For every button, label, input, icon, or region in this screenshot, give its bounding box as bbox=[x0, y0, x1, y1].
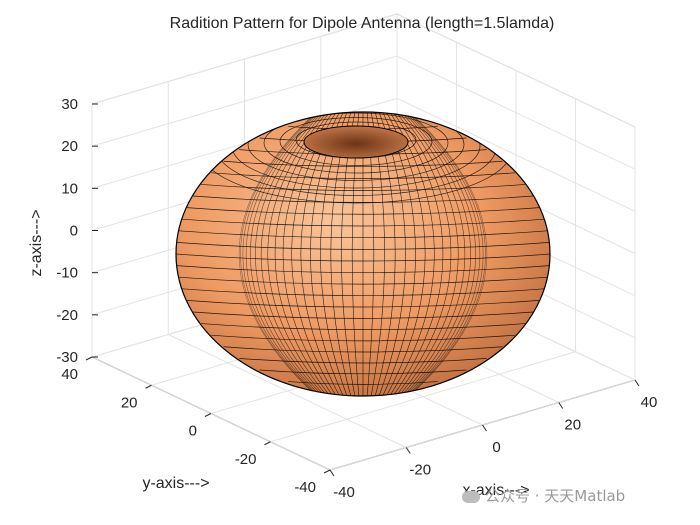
z-tick-label: 20 bbox=[61, 138, 78, 155]
x-tick-mark bbox=[634, 379, 640, 387]
surface-meridian-line bbox=[267, 112, 328, 396]
grid-line-y-floor bbox=[270, 351, 576, 443]
x-tick-label: -20 bbox=[409, 462, 431, 479]
z-tick-label: 0 bbox=[70, 223, 78, 240]
surface-top-ring bbox=[279, 117, 433, 166]
y-tick-mark bbox=[204, 413, 212, 417]
z-axis-label: z-axis---> bbox=[28, 209, 45, 276]
surface-meridian-line bbox=[398, 112, 459, 396]
z-tick-label: -30 bbox=[56, 349, 78, 366]
x-tick-mark bbox=[329, 469, 335, 477]
grid-line-z-wall-x bbox=[396, 97, 636, 212]
x-tick-mark bbox=[482, 424, 487, 432]
y-tick-mark bbox=[145, 384, 152, 389]
surface-meridian-line bbox=[255, 112, 323, 396]
y-tick-label: -20 bbox=[235, 451, 257, 468]
wechat-icon bbox=[462, 490, 480, 503]
antenna-radiation-surface bbox=[175, 111, 551, 397]
surface-meridian-line bbox=[401, 112, 465, 396]
x-tick-mark bbox=[558, 402, 564, 409]
y-tick-label: 0 bbox=[189, 423, 197, 440]
z-tick-label: 30 bbox=[61, 96, 78, 113]
grid-line-z-wall-y bbox=[91, 55, 398, 147]
watermark-text: 公众号 · 天天Matlab bbox=[485, 487, 626, 505]
grid-line-z-wall-x bbox=[396, 13, 636, 128]
surface-top-dimple bbox=[303, 125, 409, 159]
surface-mesh bbox=[176, 112, 550, 396]
y-axis-label: y-axis---> bbox=[142, 475, 209, 492]
surface-meridian-line bbox=[403, 112, 471, 396]
surface-top-ring bbox=[263, 112, 449, 174]
surface-top-ring bbox=[247, 112, 465, 181]
z-tick-label: -10 bbox=[56, 265, 78, 282]
surface-meridian-line bbox=[249, 112, 321, 396]
surface-meridian-line bbox=[392, 112, 444, 396]
surface-meridian-line bbox=[408, 112, 486, 396]
grid-line-z-wall-x bbox=[396, 55, 636, 170]
surface-meridian-line bbox=[261, 112, 325, 396]
x-tick-mark bbox=[405, 447, 411, 454]
grid-line-z-wall-y bbox=[91, 13, 398, 105]
watermark: 公众号 · 天天Matlab bbox=[462, 485, 625, 506]
surface-meridian-line bbox=[406, 112, 481, 396]
z-tick-label: 10 bbox=[61, 180, 78, 197]
y-tick-mark bbox=[85, 356, 93, 361]
surface-meridian-line bbox=[407, 112, 484, 396]
surface-meridian-line bbox=[395, 112, 452, 396]
y-tick-label: 40 bbox=[61, 366, 78, 383]
y-tick-label: 20 bbox=[121, 394, 138, 411]
x-tick-label: 0 bbox=[492, 439, 500, 456]
surface-meridian-line bbox=[389, 112, 435, 396]
surface-meridian-line bbox=[240, 112, 318, 396]
x-tick-label: 20 bbox=[564, 417, 581, 434]
z-tick-label: -20 bbox=[56, 307, 78, 324]
y-tick-label: -40 bbox=[294, 479, 316, 496]
surface-meridian-line bbox=[245, 112, 320, 396]
x-tick-label: -40 bbox=[333, 484, 355, 501]
surface-meridian-line bbox=[409, 112, 488, 396]
y-tick-mark bbox=[323, 469, 331, 474]
surface-meridian-line bbox=[405, 112, 477, 396]
surface-meridian-line bbox=[238, 112, 317, 396]
surface-meridian-line bbox=[242, 112, 319, 396]
chart-title: Radition Pattern for Dipole Antenna (len… bbox=[170, 15, 555, 32]
x-tick-label: 40 bbox=[641, 394, 658, 411]
y-tick-mark bbox=[264, 441, 271, 446]
